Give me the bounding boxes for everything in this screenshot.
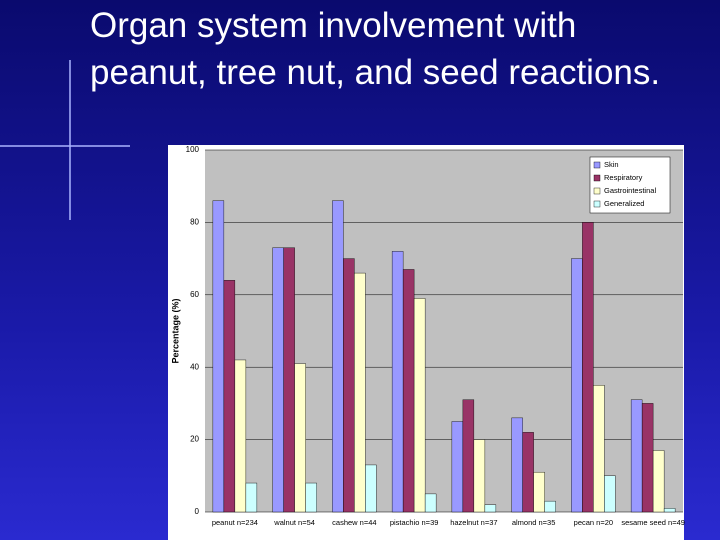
bar xyxy=(571,258,583,513)
bar xyxy=(354,272,366,513)
y-tick-label: 100 xyxy=(186,145,200,154)
bar xyxy=(582,222,594,513)
slide-title: Organ system involvement with peanut, tr… xyxy=(90,6,661,92)
legend-label: Generalized xyxy=(604,199,644,208)
x-tick-label: pistachio n=39 xyxy=(390,518,439,527)
x-tick-label: cashew n=44 xyxy=(332,518,376,527)
legend-swatch xyxy=(593,161,601,169)
bar xyxy=(533,471,545,513)
bar xyxy=(391,251,404,513)
x-tick-label: hazelnut n=37 xyxy=(450,518,497,527)
bar xyxy=(593,385,605,513)
y-tick-label: 0 xyxy=(195,507,200,516)
bar xyxy=(305,482,317,513)
bar xyxy=(522,432,534,513)
bar xyxy=(451,421,464,513)
legend-swatch xyxy=(593,187,601,195)
bar xyxy=(245,482,258,513)
bar xyxy=(484,504,497,513)
bar xyxy=(413,298,426,513)
legend-label: Respiratory xyxy=(604,173,643,182)
legend-swatch xyxy=(593,174,601,182)
bar xyxy=(283,247,295,513)
legend-swatch xyxy=(593,200,601,208)
bar xyxy=(511,417,523,513)
bar xyxy=(604,475,616,513)
bar xyxy=(272,247,284,513)
bar xyxy=(294,363,306,513)
y-tick-label: 20 xyxy=(190,435,199,444)
bar xyxy=(424,493,437,513)
bar xyxy=(365,464,377,513)
bar xyxy=(402,269,415,513)
bar xyxy=(630,399,643,513)
legend xyxy=(589,156,671,214)
bar xyxy=(544,500,556,513)
bar xyxy=(641,403,654,513)
x-tick-label: peanut n=234 xyxy=(212,518,258,527)
y-tick-label: 80 xyxy=(190,218,199,227)
bar xyxy=(462,399,475,513)
bar xyxy=(343,258,355,513)
bar xyxy=(223,280,236,513)
x-tick-label: sesame seed n=49 xyxy=(621,518,685,527)
bar xyxy=(212,200,225,513)
bar xyxy=(234,359,247,513)
y-tick-label: 40 xyxy=(190,362,199,371)
legend-label: Skin xyxy=(604,160,619,169)
bar xyxy=(652,450,665,513)
legend-label: Gastrointestinal xyxy=(604,186,656,195)
bar xyxy=(332,200,344,513)
bar xyxy=(663,508,676,513)
x-tick-label: almond n=35 xyxy=(512,518,556,527)
x-tick-label: walnut n=54 xyxy=(273,518,315,527)
y-axis-label: Percentage (%) xyxy=(170,298,180,363)
y-tick-label: 60 xyxy=(190,290,199,299)
x-tick-label: pecan n=20 xyxy=(574,518,613,527)
bar xyxy=(473,439,486,513)
